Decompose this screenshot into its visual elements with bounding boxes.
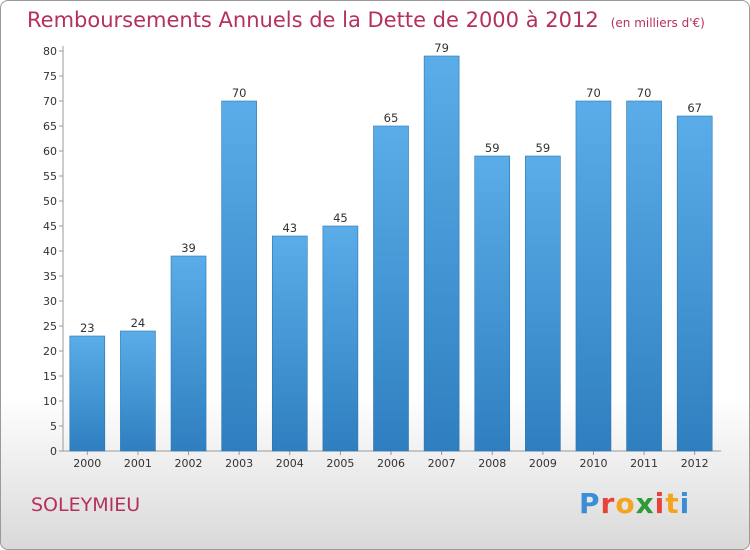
- x-tick-label-2001: 2001: [124, 457, 152, 470]
- bars: 23 24 39 70 43 45 65 79 59 59 70 70 67: [69, 41, 713, 452]
- bar-2012: [676, 115, 713, 452]
- chart-title: Remboursements Annuels de la Dette de 20…: [27, 8, 705, 32]
- y-tick-label: 35: [43, 270, 57, 283]
- y-tick-label: 45: [43, 220, 57, 233]
- bar-2009: [525, 155, 561, 452]
- x-tick-label-2000: 2000: [73, 457, 101, 470]
- data-label-2009: 59: [536, 141, 551, 155]
- x-axis: 2000 2001 2002 2003 2004 2005 2006 2007 2008 2009…: [63, 450, 721, 470]
- data-label-2002: 39: [181, 241, 196, 255]
- y-tick-label: 40: [43, 245, 57, 258]
- logo-letter: i: [679, 487, 691, 520]
- data-label-2008: 59: [485, 141, 500, 155]
- y-tick-label: 65: [43, 120, 57, 133]
- x-tick-label-2008: 2008: [478, 457, 506, 470]
- logo-letter: P: [579, 487, 601, 520]
- x-tick-label-2006: 2006: [377, 457, 405, 470]
- y-tick-label: 25: [43, 320, 57, 333]
- bar-2007: [423, 55, 460, 452]
- data-label-2011: 70: [637, 86, 652, 100]
- bar-2001: [120, 330, 156, 452]
- data-label-2004: 43: [282, 221, 297, 235]
- logo-letter: t: [665, 487, 680, 520]
- y-axis: 0 5 10 15 20 25 30 35 40 45 50 55 60 65 70 75 80: [43, 45, 64, 458]
- logo-letter: r: [600, 487, 616, 520]
- proxiti-logo[interactable]: Proxiti: [579, 487, 690, 520]
- data-label-2007: 79: [434, 41, 449, 55]
- bar-2004: [271, 235, 308, 452]
- y-tick-label: 30: [43, 295, 57, 308]
- chart-unit: (en milliers d'€): [610, 16, 705, 30]
- y-tick-label: 60: [43, 145, 57, 158]
- bar-2006: [373, 125, 409, 452]
- y-tick-label: 5: [50, 420, 57, 433]
- logo-letter: i: [654, 487, 666, 520]
- y-tick-label: 20: [43, 345, 57, 358]
- bar-2000: [69, 335, 106, 452]
- x-tick-label-2007: 2007: [428, 457, 456, 470]
- data-label-2000: 23: [80, 321, 95, 335]
- bar-2010: [575, 100, 612, 452]
- bar-2002: [170, 255, 207, 452]
- data-label-2006: 65: [384, 111, 399, 125]
- y-tick-label: 50: [43, 195, 57, 208]
- bar-2005: [322, 225, 359, 452]
- bar-2011: [626, 100, 662, 452]
- logo-letter: x: [635, 487, 655, 520]
- x-tick-label-2003: 2003: [225, 457, 253, 470]
- data-label-2005: 45: [333, 211, 348, 225]
- x-tick-label-2010: 2010: [579, 457, 607, 470]
- data-label-2012: 67: [687, 101, 702, 115]
- commune-name: SOLEYMIEU: [31, 494, 141, 516]
- y-tick-label: 15: [43, 370, 57, 383]
- data-label-2010: 70: [586, 86, 601, 100]
- data-label-2001: 24: [131, 316, 146, 330]
- bar-2003: [221, 100, 257, 452]
- y-tick-label: 70: [43, 95, 57, 108]
- y-tick-label: 10: [43, 395, 57, 408]
- chart-title-text: Remboursements Annuels de la Dette de 20…: [27, 8, 599, 32]
- y-tick-label: 0: [50, 445, 57, 458]
- x-tick-label-2012: 2012: [681, 457, 709, 470]
- x-tick-label-2005: 2005: [326, 457, 354, 470]
- y-tick-label: 75: [43, 70, 57, 83]
- x-tick-label-2004: 2004: [276, 457, 304, 470]
- data-label-2003: 70: [232, 86, 247, 100]
- bar-2008: [474, 155, 511, 452]
- logo-letter: o: [615, 487, 636, 520]
- x-tick-label-2002: 2002: [175, 457, 203, 470]
- x-tick-label-2011: 2011: [630, 457, 658, 470]
- y-tick-label: 80: [43, 45, 57, 58]
- y-tick-label: 55: [43, 170, 57, 183]
- x-tick-label-2009: 2009: [529, 457, 557, 470]
